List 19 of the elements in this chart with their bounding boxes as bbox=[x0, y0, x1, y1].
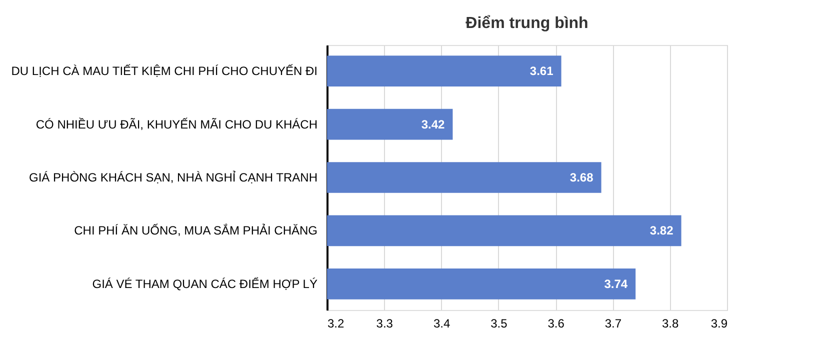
data-label: 3.74 bbox=[604, 276, 628, 291]
x-tick-label: 3.9 bbox=[710, 316, 728, 330]
x-tick-label: 3.7 bbox=[604, 316, 622, 330]
data-label: 3.82 bbox=[650, 224, 674, 238]
y-tick-label: CHI PHÍ ĂN UỐNG, MUA SẮM PHẢI CHĂNG bbox=[74, 224, 318, 238]
x-tick-label: 3.2 bbox=[328, 316, 345, 330]
x-tick-label: 3.8 bbox=[662, 316, 680, 330]
x-tick-label: 3.6 bbox=[548, 316, 565, 330]
x-tick-label: 3.5 bbox=[490, 316, 508, 330]
y-tick-label: CÓ NHIỀU ƯU ĐÃI, KHUYẾN MÃI CHO DU KHÁCH bbox=[36, 117, 318, 132]
data-label: 3.61 bbox=[530, 64, 554, 78]
data-label: 3.42 bbox=[421, 117, 446, 132]
y-tick-label: DU LỊCH CÀ MAU TIẾT KIỆM CHI PHÍ CHO CHUYẾN ĐI bbox=[11, 64, 318, 78]
x-tick-label: 3.3 bbox=[376, 316, 394, 330]
y-tick-label: GIÁ VÉ THAM QUAN CÁC ĐIỂM HỢP LÝ bbox=[92, 276, 318, 291]
y-tick-label: GIÁ PHÒNG KHÁCH SẠN, NHÀ NGHỈ CẠNH TRANH bbox=[29, 170, 318, 184]
data-label: 3.68 bbox=[570, 170, 594, 184]
chart-title: Điểm trung bình bbox=[466, 15, 588, 32]
x-tick-label: 3.4 bbox=[433, 316, 450, 330]
